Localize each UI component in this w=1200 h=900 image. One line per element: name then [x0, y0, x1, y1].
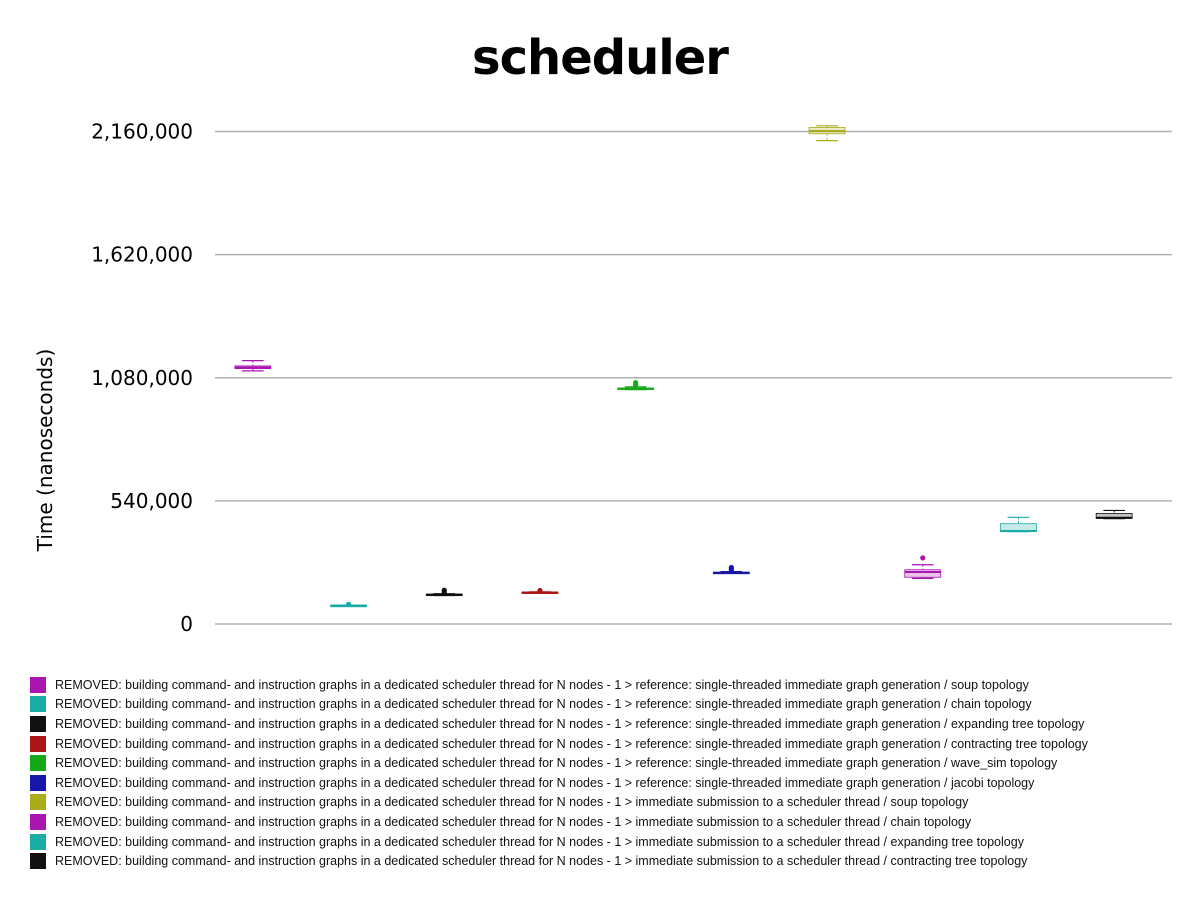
legend-label: REMOVED: building command- and instructi… [55, 814, 972, 829]
legend-label: REMOVED: building command- and instructi… [55, 854, 1028, 869]
legend-swatch [30, 794, 46, 811]
legend-item: REMOVED: building command- and instructi… [30, 675, 1190, 695]
legend-swatch [30, 813, 46, 830]
legend-swatch [30, 755, 46, 772]
y-tick-labels: 0 540,000 1,080,000 1,620,000 2,160,000 [91, 120, 193, 637]
gridlines [215, 130, 1172, 625]
legend-item: REMOVED: building command- and instructi… [30, 714, 1190, 734]
legend-item: REMOVED: building command- and instructi… [30, 793, 1190, 813]
box-1 [234, 360, 272, 372]
legend-label: REMOVED: building command- and instructi… [55, 775, 1035, 790]
outlier-point [537, 587, 543, 594]
y-tick-label: 2,160,000 [91, 120, 193, 144]
box-10 [1095, 509, 1133, 520]
legend-item: REMOVED: building command- and instructi… [30, 734, 1190, 754]
box-6 [712, 564, 750, 575]
legend: REMOVED: building command- and instructi… [30, 675, 1190, 871]
legend-item: REMOVED: building command- and instructi… [30, 773, 1190, 793]
legend-swatch [30, 774, 46, 791]
legend-label: REMOVED: building command- and instructi… [55, 736, 1088, 751]
legend-swatch [30, 696, 46, 713]
legend-item: REMOVED: building command- and instructi… [30, 695, 1190, 715]
box-5 [617, 380, 655, 391]
y-tick-label: 540,000 [110, 489, 193, 513]
legend-item: REMOVED: building command- and instructi… [30, 812, 1190, 832]
legend-swatch [30, 853, 46, 870]
legend-swatch [30, 676, 46, 693]
outlier-point [633, 380, 639, 386]
box-plot: 0 540,000 1,080,000 1,620,000 2,160,000 Time… [33, 120, 1172, 637]
legend-item: REMOVED: building command- and instructi… [30, 832, 1190, 852]
outlier-point [920, 555, 926, 561]
y-axis-label: Time (nanoseconds) [33, 349, 57, 553]
legend-label: REMOVED: building command- and instructi… [55, 716, 1085, 731]
y-tick-label: 1,080,000 [91, 366, 193, 390]
legend-item: REMOVED: building command- and instructi… [30, 753, 1190, 773]
legend-swatch [30, 735, 46, 752]
box-iqr [904, 569, 942, 578]
y-tick-label: 0 [180, 612, 193, 636]
outlier-point [441, 587, 447, 593]
legend-label: REMOVED: building command- and instructi… [55, 697, 1032, 712]
box-8 [904, 555, 942, 579]
box-7 [808, 125, 846, 142]
box-9 [1000, 516, 1037, 533]
box-2 [330, 601, 367, 608]
outlier-point [728, 564, 734, 571]
y-tick-label: 1,620,000 [91, 243, 193, 267]
legend-label: REMOVED: building command- and instructi… [55, 834, 1024, 849]
box-series [234, 125, 1133, 608]
legend-label: REMOVED: building command- and instructi… [55, 677, 1029, 692]
legend-label: REMOVED: building command- and instructi… [55, 756, 1058, 771]
chart-title: scheduler [472, 30, 729, 86]
legend-swatch [30, 715, 46, 732]
legend-item: REMOVED: building command- and instructi… [30, 851, 1190, 871]
legend-label: REMOVED: building command- and instructi… [55, 795, 969, 810]
box-4 [521, 587, 559, 594]
outlier-point [345, 601, 352, 607]
box-3 [425, 587, 463, 597]
legend-swatch [30, 833, 46, 850]
